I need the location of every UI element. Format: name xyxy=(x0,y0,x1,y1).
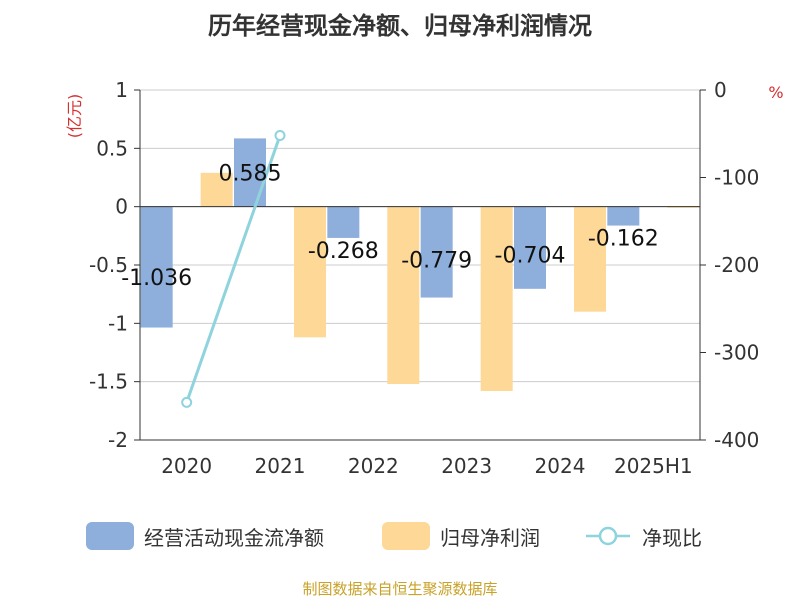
bar-cashflow xyxy=(514,206,546,289)
bar-net-profit xyxy=(480,206,513,391)
x-tick-label: 2020 xyxy=(161,454,212,478)
source-note: 制图数据来自恒生聚源数据库 xyxy=(302,580,498,598)
legend-item-net-profit[interactable]: 归母净利润 xyxy=(382,518,540,554)
y-right-tick-label: -400 xyxy=(714,428,759,452)
y-right-tick-label: -100 xyxy=(714,166,759,190)
legend: 经营活动现金流净额 归母净利润 净现比 xyxy=(0,518,800,554)
legend-item-cash-ratio[interactable]: 净现比 xyxy=(584,518,702,554)
bar-net-profit xyxy=(667,206,700,208)
legend-swatch-net-profit xyxy=(382,522,430,550)
y-left-tick-label: -2 xyxy=(108,428,128,452)
x-tick-label: 2022 xyxy=(348,454,399,478)
line-point-cash-ratio xyxy=(181,396,193,408)
data-label-cashflow: 0.585 xyxy=(219,161,282,186)
x-tick-label: 2025H1 xyxy=(614,454,693,478)
y-left-tick-label: 0.5 xyxy=(96,136,128,160)
bar-net-profit xyxy=(200,172,233,207)
bars xyxy=(140,138,700,391)
legend-label-cashflow: 经营活动现金流净额 xyxy=(144,525,324,550)
bar-net-profit xyxy=(294,206,326,338)
y-left-tick-label: 0 xyxy=(115,195,128,219)
data-labels: -1.036 0.585 -0.268 -0.779 -0.704 -0.162 xyxy=(121,161,659,290)
bar-net-profit xyxy=(387,206,420,384)
line-series xyxy=(181,130,286,408)
data-label-cashflow: -0.162 xyxy=(588,227,659,252)
legend-label-cash-ratio: 净现比 xyxy=(642,525,702,550)
data-label-cashflow: -0.268 xyxy=(308,239,379,264)
bar-cashflow xyxy=(420,206,453,298)
bar-net-profit xyxy=(574,206,606,312)
data-label-cashflow: -1.036 xyxy=(121,266,192,291)
line-cash-ratio xyxy=(185,135,282,403)
bar-cashflow xyxy=(607,206,640,226)
line-point-cash-ratio xyxy=(274,130,286,141)
axes: 1 0.5 0 -0.5 -1 -1.5 -2 0 -100 -200 -300 -400 (亿元)% 2… xyxy=(65,78,784,478)
x-tick-label: 2021 xyxy=(255,454,306,478)
y-left-tick-label: -1.5 xyxy=(89,370,128,394)
data-label-cashflow: -0.704 xyxy=(495,243,566,268)
y-right-axis-unit: % xyxy=(768,83,783,102)
y-right-tick-label: -300 xyxy=(714,341,759,365)
y-left-tick-label: -1 xyxy=(108,311,128,335)
legend-swatch-cashflow xyxy=(86,522,134,550)
data-label-cashflow: -0.779 xyxy=(401,248,472,273)
chart-title: 历年经营现金净额、归母净利润情况 xyxy=(208,12,592,40)
y-left-tick-label: 1 xyxy=(115,78,128,102)
y-right-tick-label: -200 xyxy=(714,253,759,277)
y-left-tick-label: -0.5 xyxy=(89,253,128,277)
legend-item-cashflow[interactable]: 经营活动现金流净额 xyxy=(86,518,324,554)
bar-cashflow xyxy=(140,206,173,328)
y-right-tick-label: 0 xyxy=(714,78,727,102)
chart-canvas: 1 0.5 0 -0.5 -1 -1.5 -2 0 -100 -200 -300 -400 (亿元)% 2… xyxy=(65,78,784,478)
x-tick-label: 2023 xyxy=(441,454,492,478)
x-tick-label: 2024 xyxy=(535,454,586,478)
legend-line-marker-icon xyxy=(586,526,630,546)
bar-cashflow xyxy=(327,206,360,238)
y-left-axis-unit: (亿元) xyxy=(65,94,84,139)
legend-label-net-profit: 归母净利润 xyxy=(440,525,540,550)
